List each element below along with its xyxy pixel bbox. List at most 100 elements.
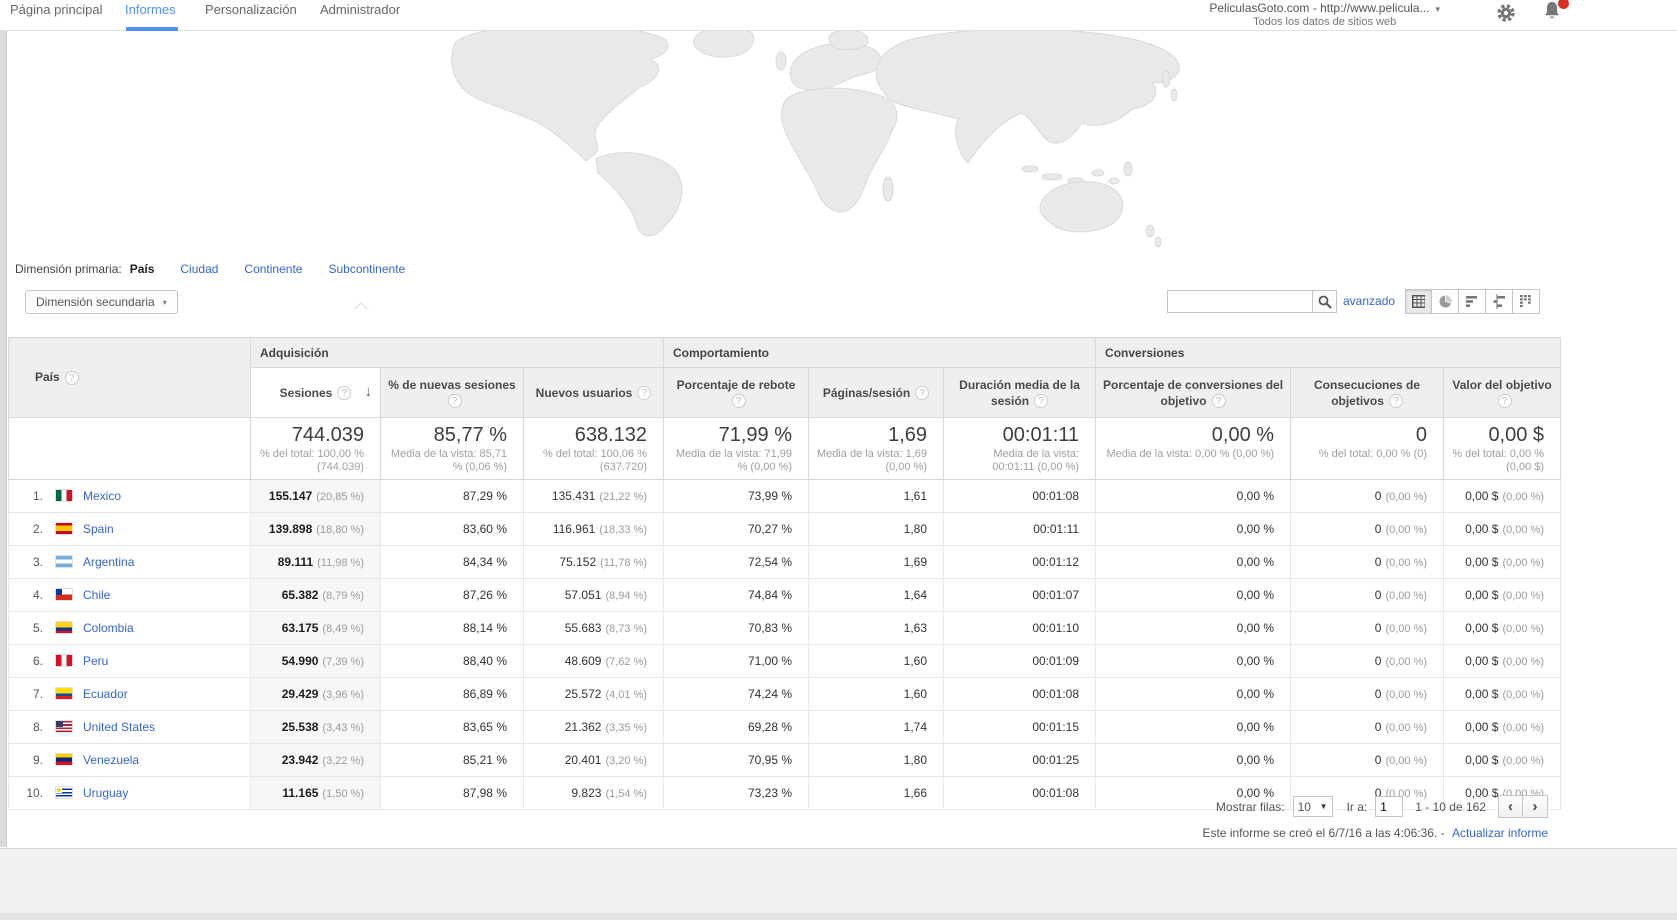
country-link[interactable]: Uruguay [83, 786, 129, 800]
column-header-consecuciones[interactable]: Consecuciones de objetivos? [1290, 367, 1445, 418]
column-header-nuevas-sesiones[interactable]: % de nuevas sesiones? [380, 367, 524, 418]
goals-value: 0 [1374, 522, 1382, 536]
country-link[interactable]: Mexico [83, 489, 122, 503]
country-link[interactable]: Chile [83, 588, 111, 602]
view-comparison-button[interactable] [1486, 289, 1513, 314]
help-icon[interactable]: ? [1034, 394, 1049, 409]
value-cell: 0,00 $ (0,00 %) [1443, 479, 1562, 513]
column-header-paginas-sesion[interactable]: Páginas/sesión? [808, 367, 945, 418]
help-icon[interactable]: ? [337, 386, 352, 401]
goals-pct: (0,00 %) [1385, 557, 1428, 569]
conv-rate-cell: 0,00 % [1095, 644, 1292, 678]
country-cell: 10. Uruguay [8, 776, 251, 810]
sessions-cell: 63.175 (8,49 %) [250, 611, 381, 645]
help-icon[interactable]: ? [1388, 394, 1403, 409]
pages-cell: 1,63 [808, 611, 945, 645]
prev-page-button[interactable]: ‹ [1498, 795, 1523, 818]
nav-administrador[interactable]: Administrador [320, 2, 401, 17]
new-users-cell: 48.609 (7,62 %) [522, 644, 665, 678]
column-header-valor-objetivo[interactable]: Valor del objetivo? [1443, 367, 1562, 418]
help-icon[interactable]: ? [64, 370, 79, 385]
dimension-pais[interactable]: País [129, 262, 155, 276]
account-selector[interactable]: PeliculasGoto.com - http://www.pelicula.… [1209, 1, 1440, 28]
search-button[interactable] [1312, 290, 1337, 313]
new-users-pct: (4,01 %) [605, 689, 648, 701]
value-pct: (0,00 %) [1502, 689, 1545, 701]
table-row: 9. Venezuela 23.942 (3,22 %) 85,21 % 20.401 (3… [8, 743, 1562, 777]
sessions-cell: 155.147 (20,85 %) [250, 479, 381, 513]
row-rank: 3. [32, 555, 43, 569]
country-link[interactable]: Spain [83, 522, 114, 536]
table-body: 1. Mexico 155.147 (20,85 %) 87,29 % 135.431 (2… [8, 479, 1562, 810]
row-rank: 9. [32, 753, 43, 767]
sessions-value: 54.990 [281, 654, 319, 668]
country-link[interactable]: Colombia [83, 621, 134, 635]
value-cell: 0,00 $ (0,00 %) [1443, 743, 1562, 777]
new-users-cell: 21.362 (3,35 %) [522, 710, 665, 744]
new-users-cell: 57.051 (8,94 %) [522, 578, 665, 612]
goals-cell: 0 (0,00 %) [1290, 611, 1445, 645]
value-pct: (0,00 %) [1502, 623, 1545, 635]
page-bottom-band [0, 848, 1677, 920]
notifications-bell-icon[interactable] [1541, 0, 1569, 24]
view-table-button[interactable] [1405, 289, 1432, 314]
column-header-nuevos-usuarios[interactable]: Nuevos usuarios? [522, 367, 665, 418]
table-search-input[interactable] [1167, 290, 1312, 313]
help-icon[interactable]: ? [731, 394, 746, 409]
rows-per-page-select[interactable]: 10 ▼ [1292, 796, 1333, 817]
sesiones-header-label: Sesiones [279, 385, 333, 400]
sort-desc-icon[interactable]: ↓ [364, 383, 373, 400]
new-users-pct: (3,35 %) [605, 722, 648, 734]
flag-icon-co [56, 622, 72, 633]
consecuciones-header-label: Consecuciones de objetivos [1314, 377, 1421, 408]
help-icon[interactable]: ? [637, 386, 652, 401]
help-icon[interactable]: ? [447, 394, 462, 409]
view-pivot-button[interactable] [1513, 289, 1540, 314]
new-sessions-cell: 83,65 % [380, 710, 524, 744]
view-percentage-button[interactable] [1432, 289, 1459, 314]
column-header-duracion[interactable]: Duración media de la sesión? [943, 367, 1097, 418]
group-header-adquisicion: Adquisición [249, 337, 665, 368]
country-link[interactable]: United States [83, 720, 156, 734]
help-icon[interactable]: ? [1211, 394, 1226, 409]
value-amount: 0,00 $ [1465, 489, 1499, 503]
country-link[interactable]: Venezuela [83, 753, 140, 767]
conv-rate-cell: 0,00 % [1095, 578, 1292, 612]
column-header-sesiones[interactable]: Sesiones? ↓ [250, 367, 381, 418]
goto-page-input[interactable] [1375, 796, 1404, 817]
table-row: 2. Spain 139.898 (18,80 %) 83,60 % 116.961 (18… [8, 512, 1562, 546]
dimension-continente[interactable]: Continente [244, 262, 303, 276]
map-asia [875, 31, 1180, 164]
column-header-rebote[interactable]: Porcentaje de rebote? [663, 367, 810, 418]
country-link[interactable]: Ecuador [83, 687, 128, 701]
duration-cell: 00:01:08 [943, 776, 1097, 810]
table-row: 1. Mexico 155.147 (20,85 %) 87,29 % 135.431 (2… [8, 479, 1562, 513]
next-page-button[interactable]: › [1523, 795, 1548, 818]
refresh-report-link[interactable]: Actualizar informe [1451, 826, 1548, 840]
column-header-pais[interactable]: País? [8, 337, 251, 418]
help-icon[interactable]: ? [1497, 394, 1512, 409]
map-scandinavia [828, 31, 869, 50]
new-users-value: 25.572 [564, 687, 602, 701]
nav-personalizacion[interactable]: Personalización [205, 2, 297, 17]
dimension-subcontinente[interactable]: Subcontinente [328, 262, 406, 276]
nav-informes[interactable]: Informes [125, 2, 176, 17]
column-header-conversiones-objetivo[interactable]: Porcentaje de conversiones del objetivo? [1095, 367, 1292, 418]
value-pct: (0,00 %) [1502, 755, 1545, 767]
value-amount: 0,00 $ [1465, 687, 1499, 701]
secondary-dimension-button[interactable]: Dimensión secundaria ▾ [25, 290, 178, 314]
goals-cell: 0 (0,00 %) [1290, 644, 1445, 678]
nav-pagina-principal[interactable]: Página principal [10, 2, 103, 17]
bounce-cell: 73,23 % [663, 776, 810, 810]
dimension-ciudad[interactable]: Ciudad [180, 262, 219, 276]
advanced-search-link[interactable]: avanzado [1343, 294, 1396, 308]
help-icon[interactable]: ? [915, 386, 930, 401]
country-link[interactable]: Argentina [83, 555, 135, 569]
goals-cell: 0 (0,00 %) [1290, 743, 1445, 777]
bounce-cell: 71,00 % [663, 644, 810, 678]
country-link[interactable]: Peru [83, 654, 109, 668]
view-performance-button[interactable] [1459, 289, 1486, 314]
next-icon: › [1532, 798, 1538, 815]
geo-world-map[interactable] [8, 31, 1677, 255]
settings-gear-icon[interactable] [1495, 2, 1517, 24]
